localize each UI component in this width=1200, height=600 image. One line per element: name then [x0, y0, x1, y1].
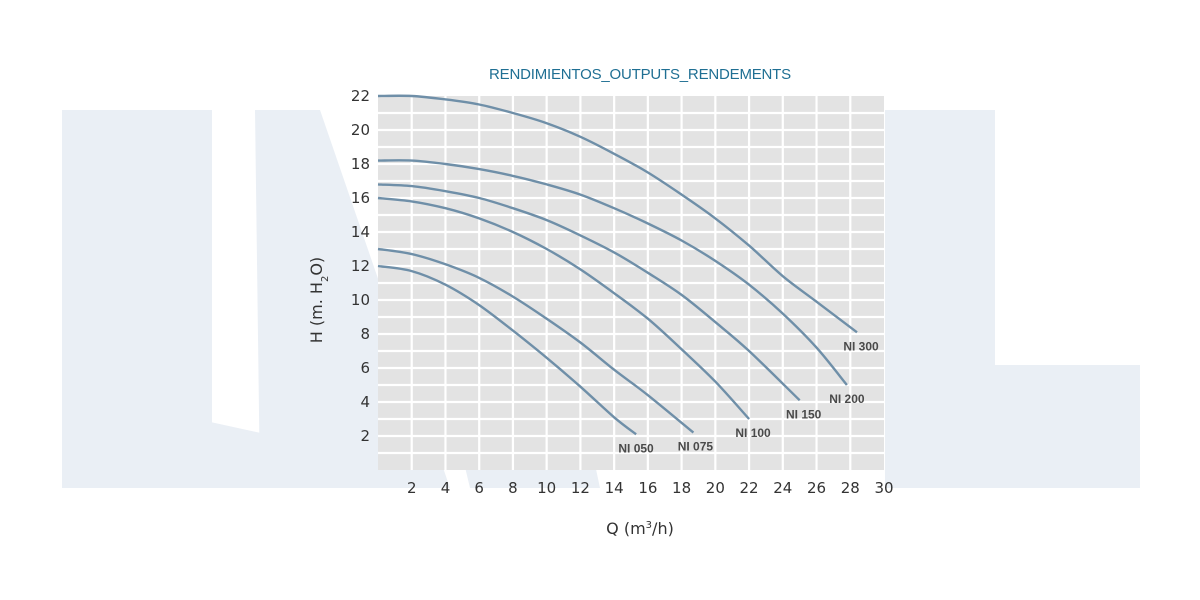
x-tick-label: 16	[638, 479, 657, 497]
x-tick-label: 20	[706, 479, 725, 497]
y-tick-label: 8	[360, 325, 370, 343]
curve-ni-100	[377, 196, 750, 420]
curve-label-ni-300: NI 300	[843, 339, 879, 353]
y-tick-label: 12	[351, 257, 370, 275]
curve-label-ni-075: NI 075	[678, 440, 714, 454]
y-tick-label: 14	[351, 223, 370, 241]
curve-label-ni-050: NI 050	[618, 441, 654, 455]
watermark-swoosh	[110, 400, 430, 488]
y-tick-label: 6	[360, 359, 370, 377]
y-tick-label: 2	[360, 427, 370, 445]
y-tick-label: 4	[360, 393, 370, 411]
y-tick-label: 22	[351, 87, 370, 105]
curve-ni-075	[377, 247, 695, 434]
x-tick-label: 24	[773, 479, 792, 497]
curve-ni-300	[377, 94, 858, 334]
x-tick-label: 2	[407, 479, 417, 497]
chart-title: RENDIMIENTOS_OUTPUTS_RENDEMENTS	[489, 66, 791, 83]
y-tick-label: 10	[351, 291, 370, 309]
curve-labels-group: NI 050 NI 075 NI 100 NI 150 NI 200 NI 300	[618, 339, 879, 455]
x-tick-label: 26	[807, 479, 826, 497]
x-tick-label: 10	[537, 479, 556, 497]
x-axis-title: Q (m3/h)	[606, 519, 674, 538]
x-tick-label: 12	[571, 479, 590, 497]
watermark-bar-2	[885, 110, 995, 488]
curves-group	[377, 94, 858, 436]
x-tick-label: 28	[841, 479, 860, 497]
curve-label-ni-100: NI 100	[735, 426, 771, 440]
y-tick-label: 20	[351, 121, 370, 139]
grid-lines	[378, 96, 884, 470]
curve-ni-200	[377, 159, 848, 386]
x-tick-label: 30	[874, 479, 893, 497]
curve-ni-150	[377, 183, 801, 402]
x-tick-labels: 2 4 6 8 10 12 14 16 18 20 22 24 26 28 30	[407, 479, 894, 497]
x-tick-label: 18	[672, 479, 691, 497]
x-tick-label: 8	[508, 479, 518, 497]
y-tick-labels: 2 4 6 8 10 12 14 16 18 20 22	[351, 87, 370, 445]
curve-ni-050	[377, 264, 637, 436]
curve-label-ni-200: NI 200	[829, 392, 865, 406]
x-tick-label: 4	[441, 479, 451, 497]
x-tick-label: 22	[740, 479, 759, 497]
curve-label-ni-150: NI 150	[786, 407, 822, 421]
y-tick-label: 18	[351, 155, 370, 173]
y-axis-title: H (m. H2O)	[307, 257, 331, 343]
x-tick-label: 6	[474, 479, 484, 497]
x-tick-label: 14	[605, 479, 624, 497]
y-tick-label: 16	[351, 189, 370, 207]
watermark-bar-3	[995, 365, 1140, 488]
